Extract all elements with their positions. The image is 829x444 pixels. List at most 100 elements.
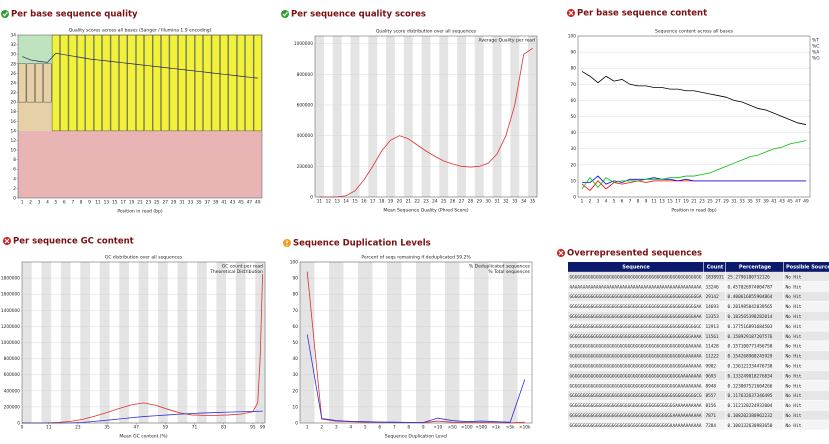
x-tick-label: 14 [343,199,349,205]
table-cell [784,380,829,391]
x-tick-label: 41 [221,200,227,206]
x-tick-label: 25 [441,199,447,205]
table-cell [726,400,784,410]
cell-text: No Hit [786,354,802,360]
box [93,34,102,132]
legend-label: %C [812,44,819,50]
table-cell [726,321,784,331]
x-tick-label: 6 [63,200,66,206]
x-axis-label: Position in read (bp) [671,208,717,214]
x-tick-label: 27 [459,199,465,205]
cell-text: No Hit [786,324,802,330]
stripe [350,36,360,197]
cell-text: 11428 [706,344,720,350]
chart-title: Sequence content across all bases [655,29,734,35]
box [203,34,212,132]
cell-text: 0.183565398282014 [728,314,773,320]
x-tick-label: 35 [530,199,536,205]
y-tick-label: 34 [11,33,17,39]
y-tick-label: 60 [571,98,577,104]
x-tick-label: 18 [379,199,385,205]
cell-text: No Hit [786,294,802,300]
box [102,34,111,132]
x-tick-label: 12 [326,199,332,205]
icon-pass [1,10,9,18]
series-line [582,175,806,185]
plot-frame [17,34,263,199]
y-tick-label: 20 [293,388,299,394]
x-tick-label: 1 [21,200,24,206]
x-tick-label: 3 [38,200,41,206]
cell-text: No Hit [786,393,802,399]
cell-text: AAAAAAAAAAAAAAAAAAAAAAAAAAAAAAAAAAAAAAAA… [570,284,702,290]
table-cell [784,420,829,430]
cell-text: GGGGGGGGGGGGGGGGGGGGGGGGGGGGGGGGGGGGGGGG… [570,324,702,330]
mean-line [22,52,258,79]
cell-text: 11222 [706,354,720,360]
column-header: Possible Source [786,264,829,270]
table-cell [568,361,704,371]
x-tick-label: 37 [755,199,761,205]
column-header: Sequence [622,264,650,270]
x-tick-label: 29 [723,199,729,205]
box [119,34,128,132]
y-tick-label: 1400000 [1,308,20,314]
y-tick-label: 0 [573,195,576,201]
box [211,34,220,132]
x-tick-label: 22 [414,199,420,205]
cell-text: No Hit [786,274,802,280]
table-cell [726,390,784,400]
table-cell [784,400,829,410]
cell-text: 0.136122334476738 [728,363,773,369]
stripe [386,36,395,197]
y-tick-label: 16 [11,119,17,125]
y-tick-label: 100 [568,34,576,40]
stripe [457,36,466,197]
box [18,63,27,103]
x-tick-label: 25 [154,200,160,206]
table-cell [568,351,704,361]
column-header: Percentage [739,264,772,270]
box [43,63,52,103]
x-axis-label: Mean Sequence Quality (Phred Score) [383,208,469,214]
table-cell [784,311,829,321]
header-cell [784,262,829,272]
stripe [315,36,324,197]
cell-text: GGGGGGGGGGGGGGGGGGGGGGGGGGGGGGGGGGGGGGGG… [570,363,702,369]
y-tick-label: 90 [293,276,299,282]
cell-text: GGGGGGGGGGGGGGGGGGGGGGGGGGGGGGGGGGGGGGGG… [570,403,702,409]
icon-fail [557,249,565,257]
x-tick-label: 19 [129,200,135,206]
box [127,34,136,132]
x-tick-label: 16 [361,199,367,205]
legend-label: %G [812,56,820,62]
cell-text: 25.2796180732126 [728,274,771,280]
y-tick-label: 1000000 [1,340,20,346]
x-tick-label: 8 [80,200,83,206]
y-tick-label: 24 [11,80,17,86]
y-tick-label: 80 [571,66,577,72]
section-heading: Per sequence quality scores [291,10,426,20]
y-tick-label: 30 [571,146,577,152]
cell-text: GGGGGGGGGGGGGGGGGGGGGGGGGGGGGGGGGGGGGGGG… [570,274,702,280]
cell-text: GGGGGGGGGGGGGGGGGGGGGGGGGGGGGGGGGGGGGGGG… [570,294,702,300]
stripe [403,36,413,197]
cell-text: No Hit [786,403,802,409]
cell-text: 0.157100771456758 [728,344,773,350]
table-cell [568,420,704,430]
x-tick-label: 9 [88,200,91,206]
chart-title: GC distribution over all sequences [105,255,183,261]
y-tick-label: 40 [571,130,577,136]
x-tick-label: 21 [691,199,697,205]
x-tick-label: 33 [739,199,745,205]
table-cell [726,331,784,341]
x-tick-label: 49 [803,199,809,205]
cell-text: 0.177516891684503 [728,324,773,330]
x-tick-label: 25 [707,199,713,205]
x-tick-label: 15 [667,199,673,205]
table-cell [704,271,726,282]
y-tick-label: 10 [571,178,577,184]
section-heading: Overrepresented sequences [567,249,702,259]
box [60,34,69,132]
